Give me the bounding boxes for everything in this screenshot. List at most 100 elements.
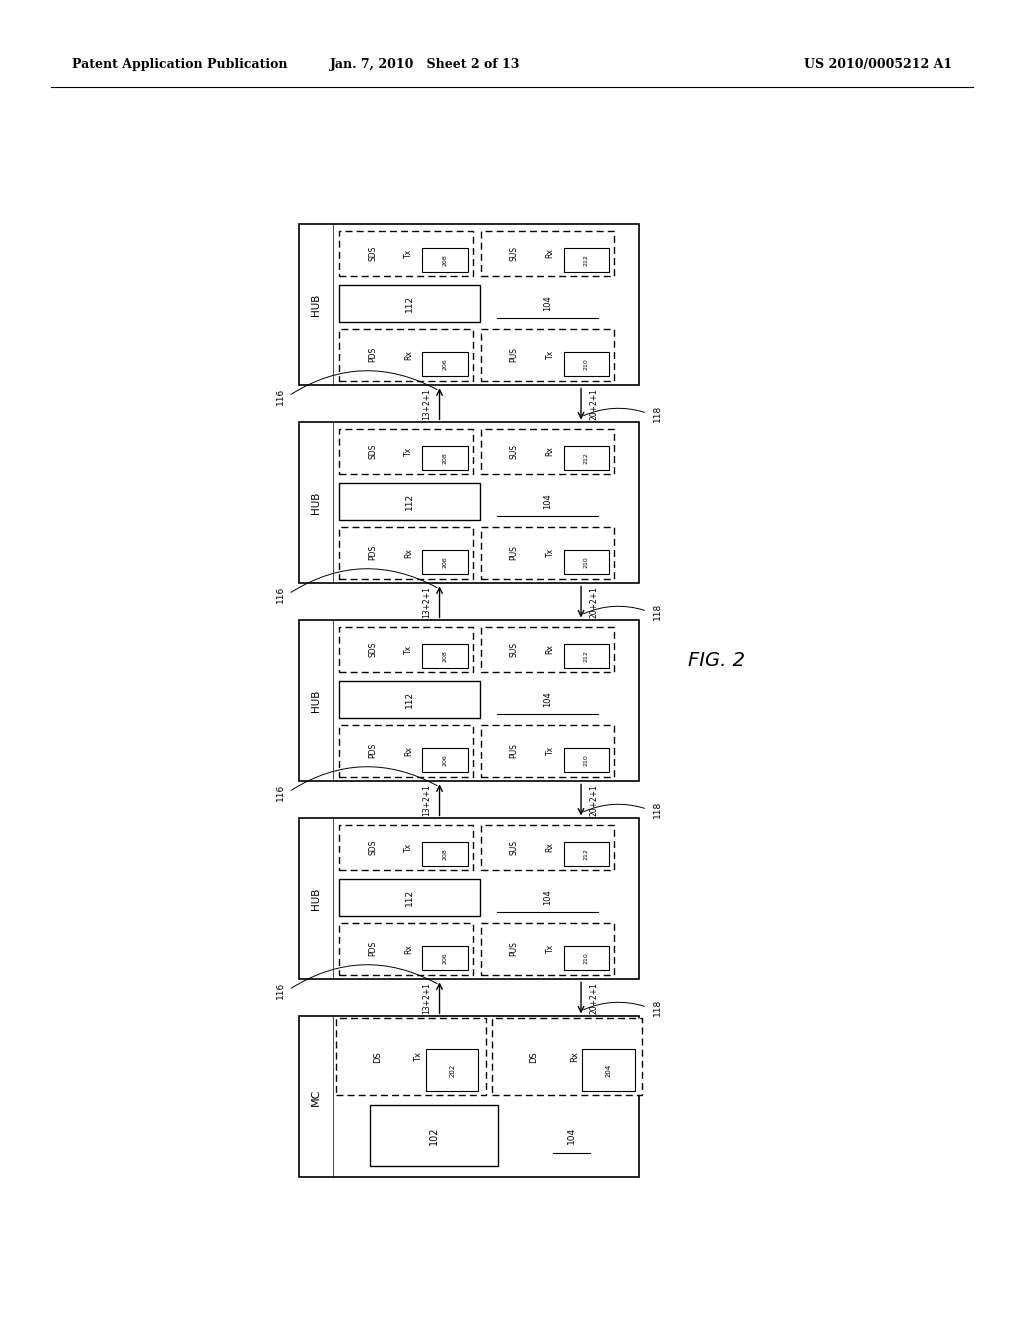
Text: Tx: Tx	[546, 944, 555, 953]
Text: PUS: PUS	[510, 347, 518, 362]
Text: Rx: Rx	[546, 248, 555, 259]
Bar	[563, 549, 609, 574]
Text: 112: 112	[404, 294, 414, 312]
Text: HUB: HUB	[311, 888, 321, 909]
Text: 112: 112	[404, 888, 414, 906]
Text: 212: 212	[584, 451, 589, 463]
Text: Tx: Tx	[404, 447, 414, 455]
Bar	[582, 1049, 635, 1092]
Bar	[336, 1018, 486, 1096]
Text: HUB: HUB	[311, 294, 321, 315]
Text: FIG. 2: FIG. 2	[688, 651, 745, 669]
Text: 112: 112	[404, 492, 414, 510]
Text: 13+2+1: 13+2+1	[422, 388, 431, 420]
Bar	[299, 818, 639, 979]
Text: SDS: SDS	[368, 444, 377, 459]
Text: DS: DS	[374, 1051, 383, 1063]
Text: 116: 116	[276, 982, 285, 999]
Text: 208: 208	[442, 649, 447, 661]
Bar	[422, 644, 468, 668]
Text: 202: 202	[450, 1064, 456, 1077]
Bar	[480, 627, 614, 672]
Bar	[563, 945, 609, 970]
Text: 13+2+1: 13+2+1	[422, 586, 431, 618]
Text: SUS: SUS	[510, 246, 518, 261]
Text: Tx: Tx	[404, 249, 414, 257]
Text: 210: 210	[584, 358, 589, 370]
Bar	[480, 527, 614, 578]
Bar	[339, 923, 473, 974]
Text: 20+2+1: 20+2+1	[590, 586, 599, 618]
Bar	[422, 747, 468, 772]
Bar	[339, 483, 479, 520]
Text: 104: 104	[543, 494, 552, 510]
Text: 118: 118	[653, 998, 662, 1016]
Bar	[339, 725, 473, 776]
Text: 118: 118	[653, 800, 662, 818]
Text: 212: 212	[584, 847, 589, 859]
Bar	[563, 351, 609, 376]
Text: Tx: Tx	[414, 1052, 423, 1061]
Bar	[480, 231, 614, 276]
Text: Tx: Tx	[546, 746, 555, 755]
Text: 208: 208	[442, 253, 447, 265]
Bar	[480, 329, 614, 380]
Text: 104: 104	[567, 1127, 577, 1144]
Bar	[339, 879, 479, 916]
Text: PUS: PUS	[510, 941, 518, 956]
Text: PDS: PDS	[368, 743, 377, 759]
Bar	[339, 627, 473, 672]
Bar	[299, 422, 639, 583]
Text: PDS: PDS	[368, 545, 377, 561]
Bar	[422, 351, 468, 376]
Text: SUS: SUS	[510, 642, 518, 657]
Bar	[339, 527, 473, 578]
Text: Rx: Rx	[404, 746, 414, 756]
Text: 118: 118	[653, 404, 662, 422]
Bar	[339, 681, 479, 718]
Text: Rx: Rx	[404, 944, 414, 954]
Text: 206: 206	[442, 952, 447, 964]
Text: 206: 206	[442, 358, 447, 370]
Bar	[563, 842, 609, 866]
Bar	[480, 923, 614, 974]
Text: 20+2+1: 20+2+1	[590, 388, 599, 420]
Text: 104: 104	[543, 890, 552, 906]
Text: Tx: Tx	[546, 350, 555, 359]
Bar	[563, 248, 609, 272]
Text: Rx: Rx	[546, 446, 555, 457]
Bar	[422, 446, 468, 470]
Text: Rx: Rx	[546, 842, 555, 853]
Text: US 2010/0005212 A1: US 2010/0005212 A1	[804, 58, 952, 71]
Text: Tx: Tx	[404, 645, 414, 653]
Text: HUB: HUB	[311, 492, 321, 513]
Bar	[422, 248, 468, 272]
Text: Patent Application Publication: Patent Application Publication	[72, 58, 287, 71]
Text: Tx: Tx	[404, 843, 414, 851]
Bar	[480, 725, 614, 776]
Text: 204: 204	[605, 1064, 611, 1077]
Text: Rx: Rx	[404, 548, 414, 558]
Bar	[299, 1016, 639, 1177]
Text: Rx: Rx	[404, 350, 414, 360]
Bar	[422, 945, 468, 970]
Bar	[426, 1049, 478, 1092]
Text: Rx: Rx	[546, 644, 555, 655]
Bar	[563, 644, 609, 668]
Bar	[563, 747, 609, 772]
Text: SUS: SUS	[510, 840, 518, 855]
Text: 104: 104	[543, 692, 552, 708]
Text: Rx: Rx	[570, 1051, 579, 1063]
Bar	[480, 825, 614, 870]
Bar	[339, 285, 479, 322]
Text: SUS: SUS	[510, 444, 518, 459]
Text: 206: 206	[442, 754, 447, 766]
Bar	[339, 825, 473, 870]
Text: HUB: HUB	[311, 690, 321, 711]
Text: 116: 116	[276, 388, 285, 405]
Text: 20+2+1: 20+2+1	[590, 982, 599, 1014]
Text: PDS: PDS	[368, 347, 377, 363]
Text: Jan. 7, 2010   Sheet 2 of 13: Jan. 7, 2010 Sheet 2 of 13	[330, 58, 520, 71]
Text: 206: 206	[442, 556, 447, 568]
Text: 20+2+1: 20+2+1	[590, 784, 599, 816]
